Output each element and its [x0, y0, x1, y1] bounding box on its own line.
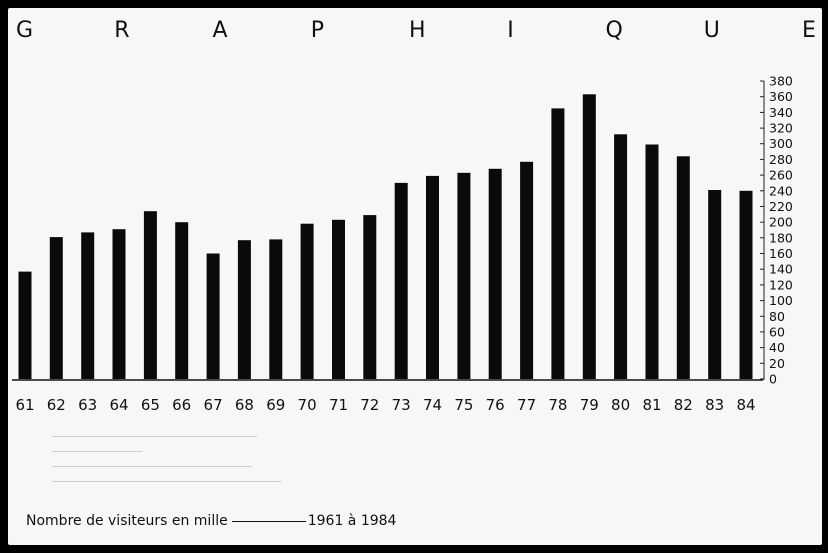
y-tick-label: 380	[769, 74, 793, 89]
x-tick-label: 71	[329, 396, 348, 414]
x-tick-label: 73	[392, 396, 411, 414]
x-tick-label: 65	[141, 396, 160, 414]
bar	[112, 229, 126, 379]
x-tick-label: 72	[360, 396, 379, 414]
bar	[49, 237, 63, 379]
bar	[676, 156, 690, 379]
x-tick-label: 69	[266, 396, 285, 414]
x-tick-label: 61	[15, 396, 34, 414]
bar	[551, 108, 565, 380]
x-tick-label: 74	[423, 396, 442, 414]
faint-line-2	[52, 451, 142, 452]
bar	[206, 253, 220, 379]
y-tick-label: 360	[769, 89, 793, 104]
y-tick-label: 220	[769, 199, 793, 214]
y-tick-label: 0	[769, 372, 777, 387]
bar	[457, 172, 471, 379]
bar	[237, 240, 251, 379]
x-tick-label: 76	[486, 396, 505, 414]
bar	[332, 219, 345, 379]
bar	[520, 161, 534, 379]
x-tick-label: 62	[47, 396, 66, 414]
title-letter: G	[16, 18, 34, 43]
title-letter: R	[114, 18, 130, 43]
title-letter: I	[507, 18, 514, 43]
y-tick-label: 180	[769, 230, 793, 245]
y-tick-label: 300	[769, 136, 793, 151]
x-tick-label: 66	[172, 396, 191, 414]
x-tick-label: 78	[548, 396, 567, 414]
bar	[614, 134, 628, 379]
y-tick-label: 40	[769, 340, 785, 355]
bar	[81, 232, 95, 379]
title-letter: H	[409, 18, 426, 43]
title-letter: A	[212, 18, 228, 43]
bar	[175, 222, 189, 379]
bar	[394, 182, 408, 379]
x-tick-label: 70	[298, 396, 317, 414]
bar	[143, 211, 157, 379]
y-tick-label: 100	[769, 293, 793, 308]
bar	[363, 215, 377, 379]
bar	[300, 223, 314, 379]
title-letter: U	[703, 18, 720, 43]
x-tick-label: 63	[78, 396, 97, 414]
bar	[488, 168, 502, 379]
bar	[269, 239, 283, 379]
x-tick-label: 83	[705, 396, 724, 414]
y-tick-label: 160	[769, 246, 793, 261]
x-tick-label: 67	[204, 396, 223, 414]
y-tick-label: 320	[769, 121, 793, 136]
y-tick-label: 80	[769, 309, 785, 324]
y-tick-label: 240	[769, 183, 793, 198]
bar	[582, 94, 596, 380]
faint-line-1	[52, 436, 257, 437]
x-tick-label: 77	[517, 396, 536, 414]
faint-line-3	[52, 466, 252, 467]
y-tick-label: 60	[769, 324, 785, 339]
x-tick-label: 68	[235, 396, 254, 414]
x-tick-label: 75	[454, 396, 473, 414]
caption-range: 1961 à 1984	[307, 513, 397, 529]
bar	[645, 144, 659, 379]
y-tick-label: 20	[769, 356, 785, 371]
title-letter: E	[802, 18, 816, 43]
x-tick-label: 81	[642, 396, 661, 414]
caption-rule	[231, 520, 306, 522]
bar	[739, 190, 753, 379]
x-tick-label: 64	[109, 396, 128, 414]
y-tick-label: 280	[769, 152, 793, 167]
y-tick-label: 120	[769, 277, 793, 292]
faint-line-4	[52, 481, 282, 482]
y-tick-label: 260	[769, 168, 793, 183]
bar	[18, 271, 32, 379]
bar	[426, 175, 439, 379]
x-tick-label: 79	[580, 396, 599, 414]
title-letter: Q	[605, 18, 623, 43]
title-letter: P	[310, 18, 325, 43]
y-tick-label: 200	[769, 215, 793, 230]
caption-label: Nombre de visiteurs en mille	[26, 513, 228, 529]
y-tick-label: 340	[769, 105, 793, 120]
y-tick-label: 140	[769, 262, 793, 277]
x-tick-label: 84	[736, 396, 755, 414]
bar	[708, 190, 722, 379]
caption: Nombre de visiteurs en mille 1961 à 1984	[26, 513, 396, 529]
x-tick-label: 82	[674, 396, 693, 414]
x-tick-label: 80	[611, 396, 630, 414]
